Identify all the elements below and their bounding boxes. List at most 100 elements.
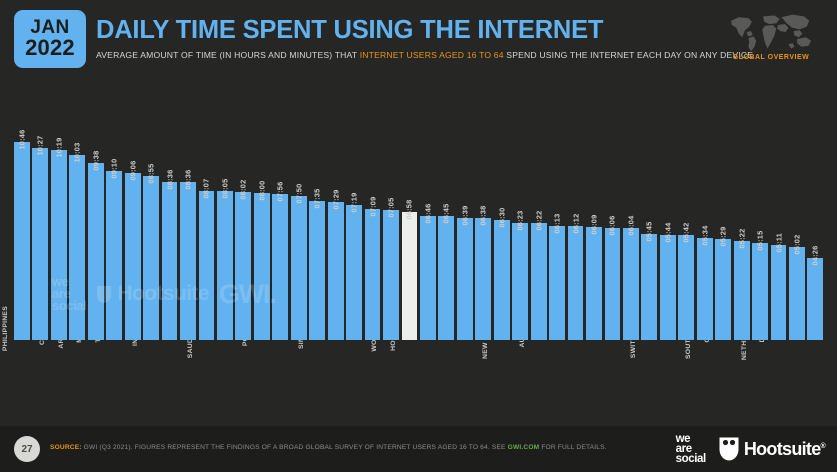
bar-value-label: 06:45 <box>441 203 451 224</box>
bar-value-label: 06:06 <box>607 215 617 236</box>
subtitle-pre: AVERAGE AMOUNT OF TIME (IN HOURS AND MIN… <box>96 50 360 60</box>
bar <box>696 238 713 340</box>
bar <box>604 228 621 340</box>
bar-column: 06:13 <box>549 80 565 340</box>
bar-value-label: 08:00 <box>257 180 267 201</box>
page-subtitle: AVERAGE AMOUNT OF TIME (IN HOURS AND MIN… <box>96 50 753 60</box>
source-tail: FOR FULL DETAILS. <box>539 444 607 451</box>
bar <box>143 176 160 340</box>
bar <box>475 218 492 340</box>
bar-value-label: 06:39 <box>460 205 470 226</box>
bar-value-label: 05:42 <box>681 222 691 243</box>
bar-column: 06:39 <box>456 80 473 340</box>
bar-column: 08:36 <box>161 80 178 340</box>
bar <box>87 163 104 340</box>
bar-value-label: 06:04 <box>626 215 636 236</box>
bar <box>789 247 805 340</box>
bar <box>715 239 732 340</box>
bar-value-label: 06:13 <box>552 213 562 234</box>
bar-column: 08:07 <box>198 80 215 340</box>
bar <box>216 191 233 340</box>
bar <box>807 258 824 340</box>
bar-value-label: 07:19 <box>349 192 359 213</box>
bar <box>383 210 399 340</box>
global-overview-label: GLOBAL OVERVIEW <box>732 54 810 61</box>
bar-value-label: 06:58 <box>404 199 414 220</box>
bar-column: 06:22 <box>530 80 547 340</box>
bar <box>770 245 787 340</box>
bar-value-label: 05:11 <box>774 233 783 253</box>
bar <box>530 223 547 340</box>
bar <box>180 182 196 340</box>
bar-column: 05:44 <box>659 80 676 340</box>
bar-value-label: 06:38 <box>478 205 488 226</box>
hootsuite-registered-mark: ® <box>820 442 826 450</box>
bar-column: 08:36 <box>180 80 196 340</box>
source-note: SOURCE: GWI (Q3 2021). FIGURES REPRESENT… <box>50 444 607 451</box>
date-month: JAN <box>30 17 70 39</box>
bar-value-label: 07:05 <box>386 197 396 218</box>
bar <box>309 201 326 340</box>
bar-column: 08:02 <box>235 80 252 340</box>
bar-value-label: 05:15 <box>755 230 765 251</box>
bar-column: 10:46 <box>14 80 30 340</box>
bar <box>678 235 695 340</box>
footer: 27 SOURCE: GWI (Q3 2021). FIGURES REPRES… <box>0 426 837 472</box>
bar <box>401 212 418 340</box>
bar <box>106 171 123 340</box>
bar <box>493 220 510 340</box>
bar <box>549 226 565 340</box>
bar-series: 10:46 10:27 10:19 10:03 09:38 09:10 09:06 08:55… <box>14 80 824 340</box>
bar-value-label: 10:46 <box>17 129 27 150</box>
bar <box>567 226 584 340</box>
bar-column: 07:09 <box>364 80 381 340</box>
bar-value-label: 05:22 <box>737 228 747 249</box>
bar-column: 05:02 <box>789 80 805 340</box>
bar-column: 07:05 <box>383 80 399 340</box>
bar-value-label: 07:09 <box>368 196 378 217</box>
bar-value-label: 09:06 <box>128 160 138 181</box>
bar <box>456 218 473 340</box>
bar <box>198 191 215 340</box>
bar-column: 08:05 <box>216 80 233 340</box>
bar-column: 05:15 <box>752 80 768 340</box>
hootsuite-text: Hootsuite® <box>744 439 826 460</box>
category-axis: SOUTH AFRICAPHILIPPINESBRAZILCOLOMBIAARG… <box>2 306 823 420</box>
bar-value-label: 07:56 <box>275 181 285 202</box>
bar-value-label: 07:35 <box>312 188 322 209</box>
header: JAN 2022 DAILY TIME SPENT USING THE INTE… <box>0 0 837 78</box>
bar-column: 07:35 <box>309 80 326 340</box>
bar-value-label: 06:22 <box>534 210 544 231</box>
bar <box>235 192 252 340</box>
bar-value-label: 09:10 <box>109 158 119 179</box>
we-are-social-logo: we are social <box>675 432 707 466</box>
bar-value-label: 06:46 <box>423 203 433 224</box>
category-label-column: DENMARK <box>759 306 805 420</box>
bar-value-label: 07:29 <box>331 189 341 210</box>
bar <box>438 216 455 340</box>
source-link[interactable]: GWI.COM <box>507 444 540 451</box>
bar <box>586 227 602 340</box>
bar-value-label: 08:36 <box>165 169 175 190</box>
date-year: 2022 <box>25 35 75 61</box>
bar-column: 06:09 <box>586 80 602 340</box>
bar-value-label: 05:44 <box>663 222 673 243</box>
bar-value-label: 08:07 <box>201 178 211 199</box>
bar-column: 06:12 <box>567 80 584 340</box>
bar-column: 07:19 <box>346 80 363 340</box>
bar-column: 07:50 <box>290 80 307 340</box>
source-text: GWI (Q3 2021). FIGURES REPRESENT THE FIN… <box>81 444 508 451</box>
bar-value-label: 05:34 <box>700 225 710 246</box>
bar-column: 06:04 <box>622 80 639 340</box>
bar-column: 07:56 <box>272 80 289 340</box>
date-badge: JAN 2022 <box>14 10 86 68</box>
bar-column: 05:22 <box>733 80 750 340</box>
bar-column: 06:58 <box>401 80 418 340</box>
bar-value-label: 10:03 <box>72 142 82 163</box>
bar <box>327 202 344 340</box>
bar-value-label: 08:36 <box>183 169 193 190</box>
bar-column: 05:34 <box>696 80 713 340</box>
bar-column: 05:42 <box>678 80 695 340</box>
